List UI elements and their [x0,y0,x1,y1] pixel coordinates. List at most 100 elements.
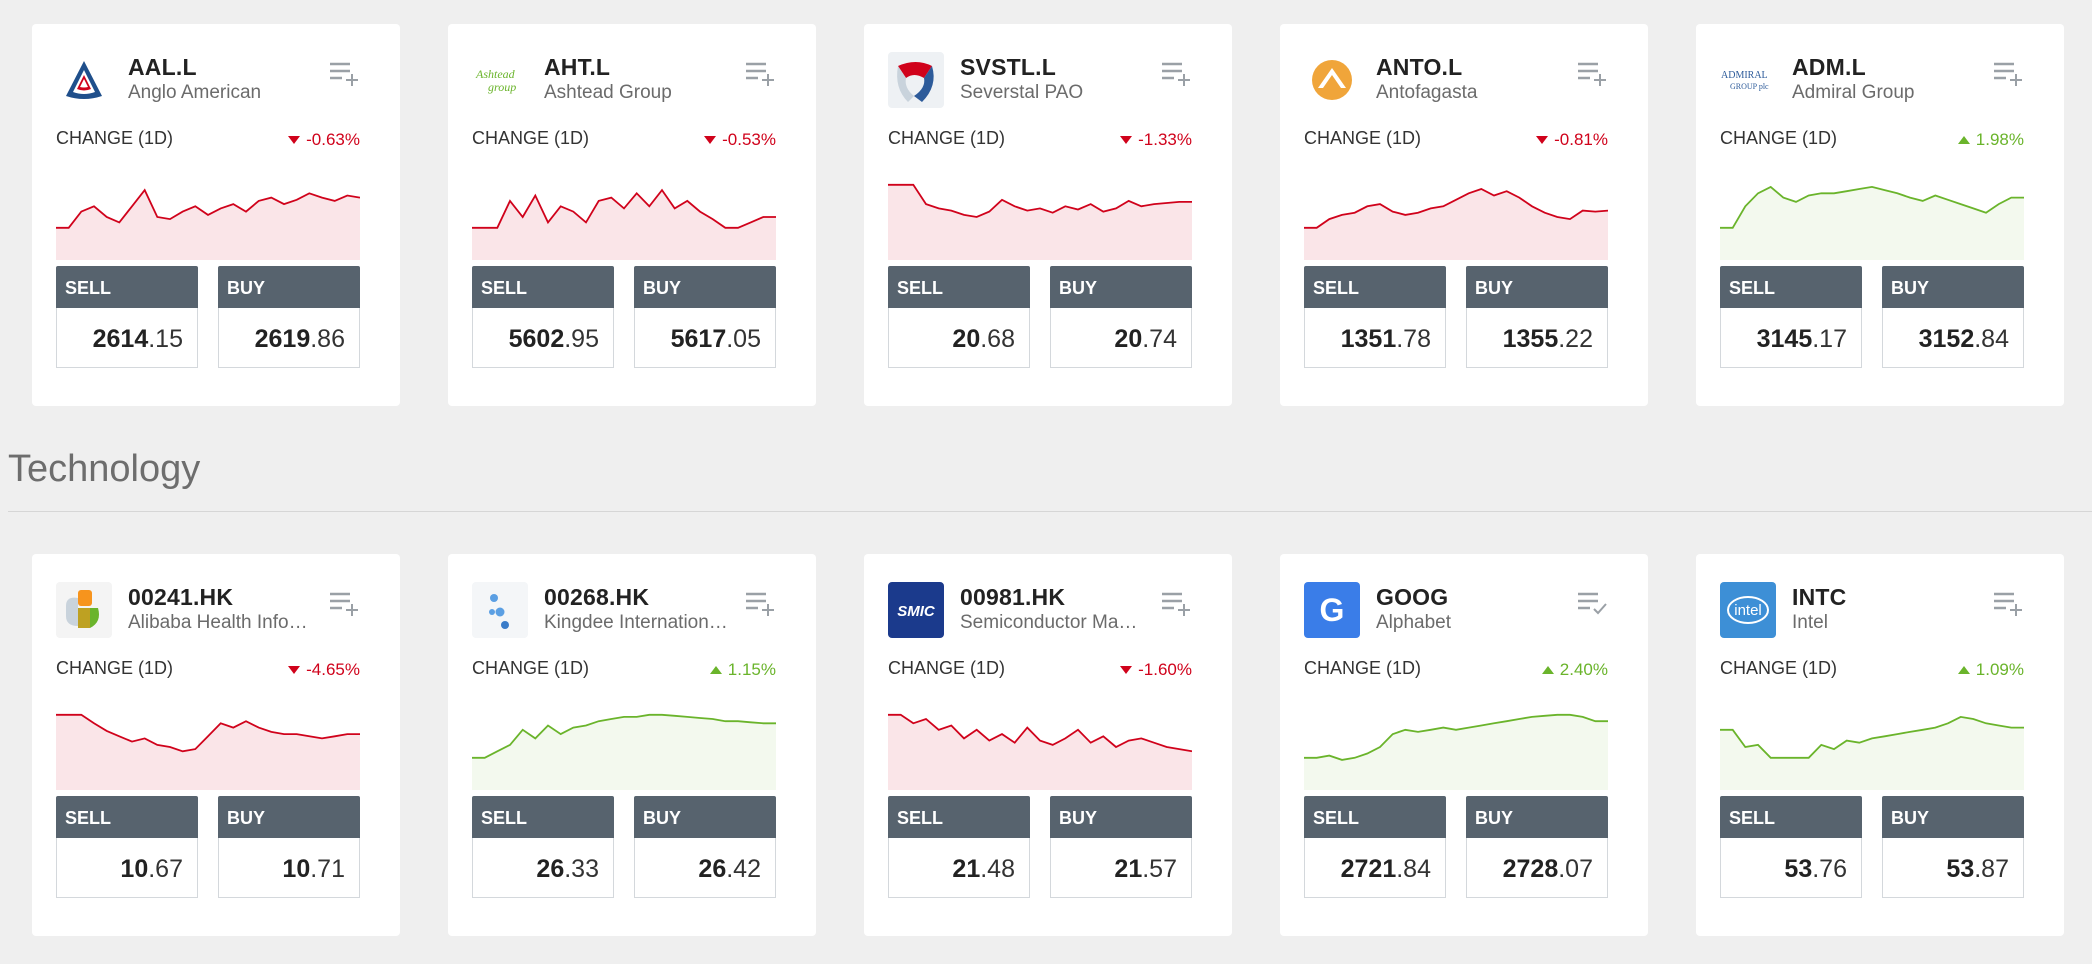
sell-button[interactable]: SELL 2721.84 [1304,796,1446,898]
sell-button[interactable]: SELL 1351.78 [1304,266,1446,368]
change-value: -1.60% [1120,660,1192,680]
sparkline-chart [888,713,1192,790]
instrument-name: Kingdee International Software [544,612,729,633]
instrument-card-aal-l[interactable]: AAL.L Anglo American CHANGE (1D) -0.63% … [32,24,400,406]
change-percent: 1.15% [727,660,776,679]
sell-label: SELL [1304,266,1446,308]
sell-button[interactable]: SELL 10.67 [56,796,198,898]
instrument-symbol[interactable]: GOOG [1376,584,1449,610]
svg-text:G: G [1320,592,1345,628]
change-percent: -1.33% [1138,130,1192,149]
watchlist-add-icon[interactable] [744,590,776,616]
sell-button[interactable]: SELL 26.33 [472,796,614,898]
instrument-card-00268-hk[interactable]: 00268.HK Kingdee International Software … [448,554,816,936]
change-percent: -0.81% [1554,130,1608,149]
sell-label: SELL [1720,266,1862,308]
change-percent: 2.40% [1559,660,1608,679]
instrument-symbol[interactable]: AHT.L [544,54,611,80]
instrument-card-intc[interactable]: intel INTC Intel CHANGE (1D) 1.09% SELL … [1696,554,2064,936]
sparkline-area [1304,714,1608,790]
instrument-card-00241-hk[interactable]: 00241.HK Alibaba Health Information Tech… [32,554,400,936]
sparkline-chart [1304,713,1608,790]
sell-button[interactable]: SELL 21.48 [888,796,1030,898]
instrument-card-aht-l[interactable]: Ashtead group AHT.L Ashtead Group CHANGE … [448,24,816,406]
watchlist-add-icon[interactable] [328,590,360,616]
buy-button[interactable]: BUY 5617.05 [634,266,776,368]
buy-button[interactable]: BUY 26.42 [634,796,776,898]
buy-price: 3152.84 [1882,308,2024,368]
buy-button[interactable]: BUY 21.57 [1050,796,1192,898]
instrument-card-anto-l[interactable]: ANTO.L Antofagasta CHANGE (1D) -0.81% SE… [1280,24,1648,406]
change-value: 1.98% [1957,130,2024,150]
svg-text:GROUP plc: GROUP plc [1730,82,1769,91]
google-logo: G [1304,582,1360,638]
severstal-logo [888,52,944,108]
buy-price: 21.57 [1050,838,1192,898]
buy-price: 2619.86 [218,308,360,368]
watchlist-add-icon[interactable] [1160,590,1192,616]
instrument-symbol[interactable]: 00981.HK [960,584,1066,610]
watchlist-add-icon[interactable] [1992,590,2024,616]
sell-price: 2721.84 [1304,838,1446,898]
buy-button[interactable]: BUY 2619.86 [218,266,360,368]
instrument-card-adm-l[interactable]: ADMIRAL GROUP plc ADM.L Admiral Group CHA… [1696,24,2064,406]
change-value: -0.53% [704,130,776,150]
buy-button[interactable]: BUY 53.87 [1882,796,2024,898]
change-value: 1.15% [709,660,776,680]
instrument-card-00981-hk[interactable]: SMIC 00981.HK Semiconductor Manufacturin… [864,554,1232,936]
sparkline-line [1304,713,1608,761]
instrument-symbol[interactable]: AAL.L [128,54,197,80]
buy-label: BUY [1882,796,2024,838]
watchlist-add-icon[interactable] [1160,60,1192,86]
instrument-name: Severstal PAO [960,82,1084,103]
watchlist-add-icon[interactable] [1992,60,2024,86]
instrument-symbol[interactable]: INTC [1792,584,1847,610]
sell-button[interactable]: SELL 3145.17 [1720,266,1862,368]
arrow-down-icon [288,136,301,144]
svg-text:ADMIRAL: ADMIRAL [1721,70,1768,81]
instrument-card-svstl-l[interactable]: SVSTL.L Severstal PAO CHANGE (1D) -1.33%… [864,24,1232,406]
buy-button[interactable]: BUY 20.74 [1050,266,1192,368]
sparkline-line [1720,715,2024,759]
sell-button[interactable]: SELL 53.76 [1720,796,1862,898]
arrow-down-icon [1120,136,1133,144]
smic-logo: SMIC [888,582,944,638]
arrow-down-icon [704,136,717,144]
instrument-symbol[interactable]: 00268.HK [544,584,650,610]
sell-label: SELL [888,796,1030,838]
buy-label: BUY [1466,796,1608,838]
buy-button[interactable]: BUY 1355.22 [1466,266,1608,368]
buy-button[interactable]: BUY 10.71 [218,796,360,898]
sparkline-area [1720,716,2024,790]
watchlist-add-icon[interactable] [1576,60,1608,86]
instrument-symbol[interactable]: ANTO.L [1376,54,1463,80]
kingdee-logo [472,582,528,638]
change-value: 2.40% [1541,660,1608,680]
change-value: -0.81% [1536,130,1608,150]
sparkline-chart [1720,185,2024,260]
sell-label: SELL [472,796,614,838]
watchlist-add-icon[interactable] [744,60,776,86]
instrument-name: Semiconductor Manufacturing Internationa… [960,612,1145,633]
sell-button[interactable]: SELL 20.68 [888,266,1030,368]
sell-label: SELL [472,266,614,308]
sparkline-line [56,713,360,753]
instrument-card-goog[interactable]: G GOOG Alphabet CHANGE (1D) 2.40% SELL 2… [1280,554,1648,936]
change-label: CHANGE (1D) [56,128,174,148]
sparkline-line [472,713,776,759]
sell-button[interactable]: SELL 2614.15 [56,266,198,368]
sell-price: 26.33 [472,838,614,898]
buy-button[interactable]: BUY 3152.84 [1882,266,2024,368]
buy-button[interactable]: BUY 2728.07 [1466,796,1608,898]
sell-button[interactable]: SELL 5602.95 [472,266,614,368]
instrument-symbol[interactable]: SVSTL.L [960,54,1056,80]
buy-label: BUY [1466,266,1608,308]
buy-label: BUY [1882,266,2024,308]
instrument-symbol[interactable]: ADM.L [1792,54,1866,80]
change-value: -1.33% [1120,130,1192,150]
watchlist-added-icon[interactable] [1576,590,1608,616]
watchlist-add-icon[interactable] [328,60,360,86]
sell-price: 21.48 [888,838,1030,898]
section-divider [8,511,2092,512]
instrument-symbol[interactable]: 00241.HK [128,584,234,610]
